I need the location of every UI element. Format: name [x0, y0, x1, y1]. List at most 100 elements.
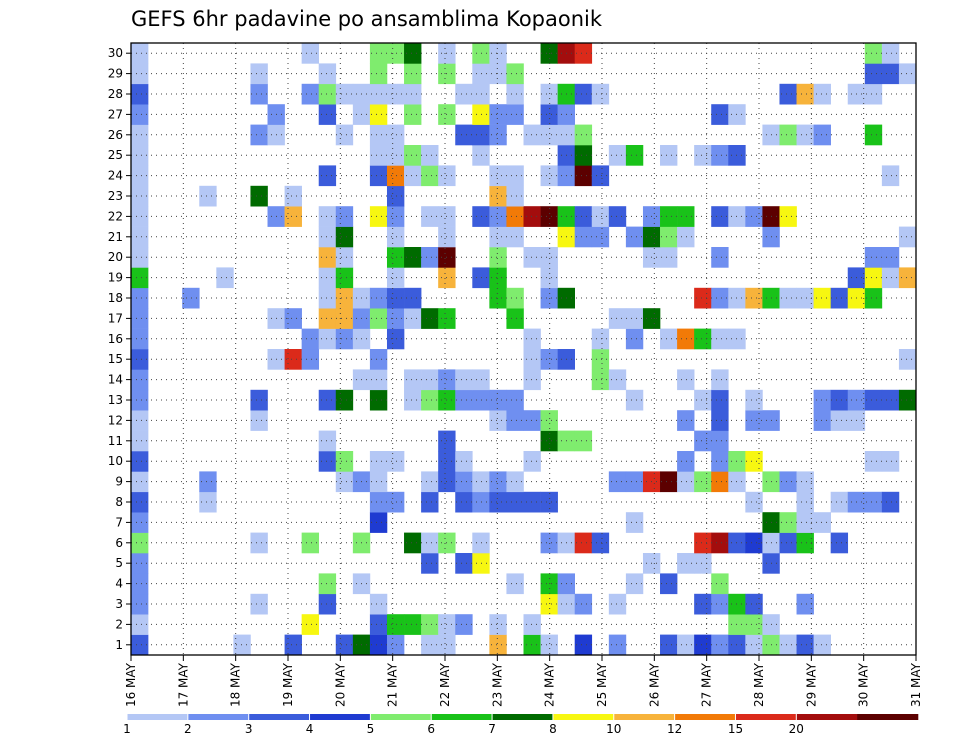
heatmap-cell [660, 247, 678, 268]
heatmap-cell [472, 369, 490, 391]
heatmap-cell [591, 83, 610, 105]
heatmap-cell [694, 532, 712, 554]
legend-label: 12 [667, 722, 682, 736]
heatmap-cell [796, 491, 814, 513]
y-tick-label: 23 [108, 189, 123, 203]
legend-label: 1 [123, 722, 131, 736]
heatmap-cell [284, 185, 302, 207]
heatmap-cell [540, 430, 558, 452]
legend-swatch [674, 714, 736, 720]
heatmap-cell [506, 471, 524, 493]
heatmap-cell [523, 369, 541, 391]
heatmap-cell [779, 532, 797, 554]
y-tick-label: 29 [108, 67, 123, 81]
heatmap-cell [489, 104, 507, 125]
heatmap-cell [131, 369, 149, 391]
heatmap-cell [369, 491, 388, 513]
heatmap-cell [455, 451, 473, 472]
heatmap-cell [250, 124, 268, 146]
heatmap-cell [472, 491, 490, 513]
y-tick-label: 28 [108, 87, 123, 101]
y-tick-label: 16 [108, 332, 123, 346]
legend-swatch [127, 714, 189, 720]
heatmap-cell [386, 165, 405, 187]
heatmap-cell [677, 451, 695, 472]
heatmap-cell [574, 43, 593, 64]
heatmap-cell [711, 532, 729, 554]
heatmap-cell [813, 634, 831, 656]
heatmap-cell [421, 491, 439, 513]
heatmap-cell [421, 471, 439, 493]
legend-swatch [492, 714, 554, 720]
heatmap-cell [796, 83, 814, 105]
heatmap-cell [677, 634, 695, 656]
heatmap-cell [335, 247, 354, 268]
heatmap-cell [591, 349, 610, 370]
heatmap-cell [796, 512, 814, 533]
heatmap-cell [694, 593, 712, 615]
heatmap-cell [131, 287, 149, 309]
heatmap-cell [523, 634, 541, 656]
heatmap-cell [369, 124, 388, 146]
heatmap-cell [131, 512, 149, 533]
heatmap-cell [540, 491, 558, 513]
heatmap-cell [199, 491, 217, 513]
heatmap-cell [694, 430, 712, 452]
heatmap-cell [489, 287, 507, 309]
heatmap-cell [489, 471, 507, 493]
heatmap-cell [489, 165, 507, 187]
heatmap-cell [677, 206, 695, 227]
heatmap-cell [711, 430, 729, 452]
heatmap-cell [472, 124, 490, 146]
y-tick-label: 24 [108, 169, 123, 183]
heatmap-cell [574, 145, 593, 166]
heatmap-cell [591, 165, 610, 187]
heatmap-cell [386, 226, 405, 248]
heatmap-cell [318, 287, 337, 309]
heatmap-cell [131, 349, 149, 370]
heatmap-cell [625, 328, 644, 350]
heatmap-cell [694, 471, 712, 493]
heatmap-cell [335, 206, 354, 227]
heatmap-cell [745, 451, 763, 472]
heatmap-cell [284, 308, 302, 329]
heatmap-cell [369, 614, 388, 635]
heatmap-cell [608, 634, 627, 656]
heatmap-cell [540, 165, 558, 187]
heatmap-cell [131, 614, 149, 635]
heatmap-cell [796, 287, 814, 309]
heatmap-cell [199, 471, 217, 493]
legend-swatch [552, 714, 615, 720]
y-tick-label: 17 [108, 311, 123, 325]
heatmap-cell [796, 593, 814, 615]
heatmap-cell [335, 226, 354, 248]
heatmap-cell [250, 532, 268, 554]
y-tick-label: 18 [108, 291, 123, 305]
heatmap-cell [540, 634, 558, 656]
heatmap-cell [711, 328, 729, 350]
heatmap-cell [131, 308, 149, 329]
heatmap-cell [694, 389, 712, 411]
heatmap-cell [335, 451, 354, 472]
heatmap-cell [540, 247, 558, 268]
heatmap-cell [472, 532, 490, 554]
heatmap-cell [660, 634, 678, 656]
heatmap-cell [506, 226, 524, 248]
heatmap-cell [540, 593, 558, 615]
heatmap-cell [335, 328, 354, 350]
heatmap-cell [489, 634, 507, 656]
heatmap-cell [455, 471, 473, 493]
heatmap-cell [694, 287, 712, 309]
heatmap-cell [711, 206, 729, 227]
heatmap-cell [131, 532, 149, 554]
heatmap-cell [233, 634, 251, 656]
y-tick-label: 2 [115, 617, 123, 631]
heatmap-cell [830, 410, 849, 431]
heatmap-cell [455, 553, 473, 574]
heatmap-cell [386, 287, 405, 309]
y-tick-label: 7 [115, 515, 123, 529]
heatmap-cell [506, 185, 524, 207]
heatmap-cell [694, 553, 712, 574]
heatmap-cell [745, 410, 763, 431]
heatmap-cell [421, 389, 439, 411]
